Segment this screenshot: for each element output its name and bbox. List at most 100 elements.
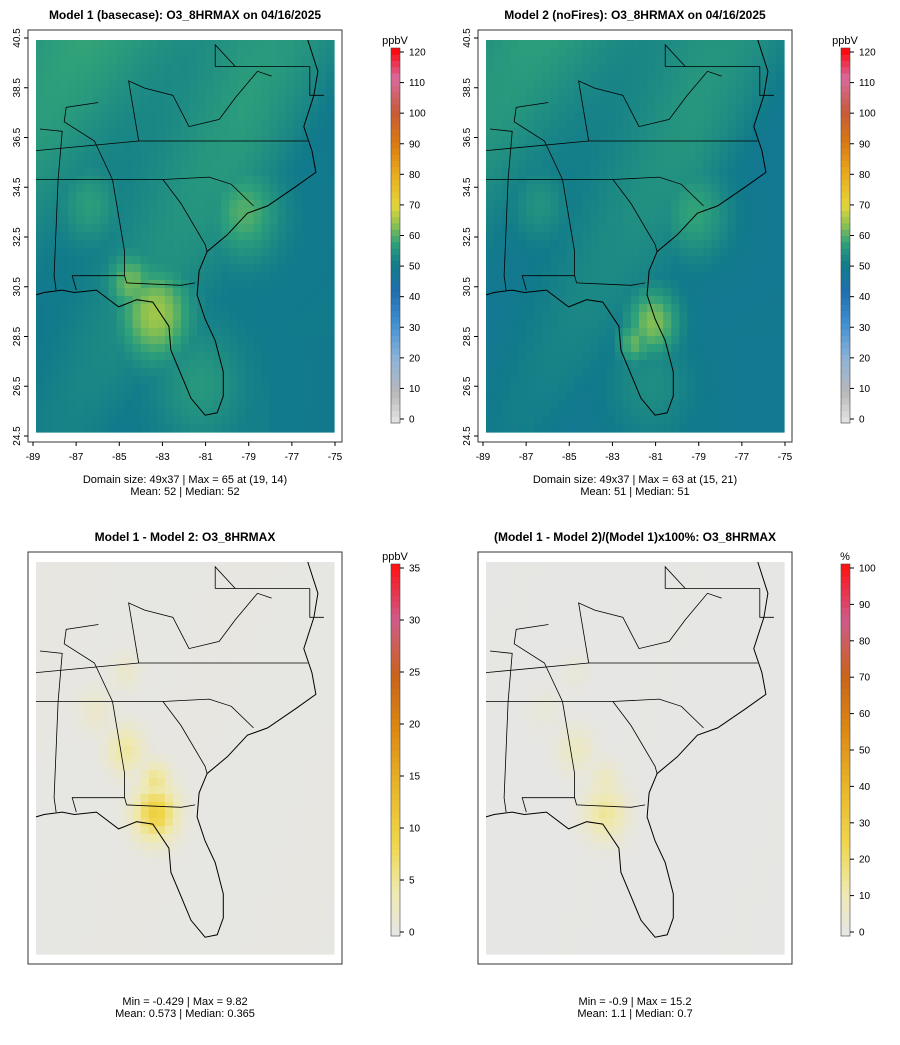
heatmap-cell [277, 570, 287, 579]
heatmap-cell [116, 392, 126, 401]
heatmap-cell [245, 136, 255, 145]
heatmap-cell [132, 738, 142, 747]
heatmap-cell [205, 264, 214, 273]
heatmap-cell [711, 104, 721, 113]
heatmap-cell [494, 96, 503, 105]
heatmap-cell [156, 216, 166, 225]
heatmap-cell [253, 698, 263, 707]
heatmap-cell [156, 746, 166, 755]
heatmap-cell [550, 56, 560, 65]
heatmap-cell [735, 136, 745, 145]
heatmap-cell [639, 280, 648, 289]
heatmap-cell [510, 168, 519, 177]
heatmap-cell [703, 152, 713, 161]
heatmap-cell [124, 698, 134, 707]
heatmap-cell [140, 184, 150, 193]
heatmap-cell [269, 586, 279, 595]
heatmap-cell [494, 224, 503, 233]
heatmap-cell [590, 336, 600, 345]
heatmap-cell [197, 746, 206, 755]
heatmap-cell [60, 248, 69, 257]
heatmap-cell [309, 128, 319, 137]
heatmap-cell [245, 570, 255, 579]
heatmap-cell [92, 360, 102, 369]
heatmap-cell [269, 328, 279, 337]
heatmap-cell [598, 136, 608, 145]
heatmap-cell [566, 80, 576, 89]
heatmap-cell [213, 762, 222, 771]
heatmap-cell [518, 400, 527, 409]
heatmap-cell [108, 336, 118, 345]
heatmap-cell [711, 152, 721, 161]
heatmap-cell [44, 658, 53, 667]
heatmap-cell [590, 144, 600, 153]
heatmap-cell [614, 312, 624, 321]
heatmap-cell [534, 400, 543, 409]
heatmap-cell [285, 610, 295, 619]
heatmap-cell [92, 368, 102, 377]
heatmap-cell [743, 104, 753, 113]
heatmap-cell [221, 320, 230, 329]
heatmap-cell [156, 144, 166, 153]
x-tick-label: -83 [155, 452, 170, 463]
heatmap-cell [189, 730, 198, 739]
heatmap-cell [221, 240, 230, 249]
heatmap-cell [261, 152, 271, 161]
heatmap-cell [301, 610, 311, 619]
heatmap-cell [229, 754, 238, 763]
heatmap-cell [180, 714, 190, 723]
heatmap-cell [76, 208, 85, 217]
state-border-line [513, 102, 563, 180]
y-tick-label: 38.5 [462, 78, 473, 98]
heatmap-cell [172, 288, 182, 297]
heatmap-cell [606, 144, 616, 153]
heatmap-cell [189, 778, 198, 787]
heatmap-cell [132, 320, 142, 329]
heatmap-cell [245, 168, 255, 177]
heatmap-cell [687, 368, 696, 377]
heatmap-cell [92, 610, 102, 619]
heatmap-cell [237, 168, 246, 177]
heatmap-cell [197, 408, 206, 417]
heatmap-cell [44, 746, 53, 755]
heatmap-cell [679, 248, 688, 257]
heatmap-cell [606, 224, 616, 233]
colorbar-segment [391, 216, 400, 224]
heatmap-cell [221, 264, 230, 273]
heatmap-cell [189, 144, 198, 153]
heatmap-cell [52, 650, 61, 659]
heatmap-cell [132, 714, 142, 723]
heatmap-cell [205, 376, 214, 385]
heatmap-cell [221, 336, 230, 345]
heatmap-cell [205, 602, 214, 611]
heatmap-cell [317, 578, 327, 587]
heatmap-cell [68, 296, 77, 305]
heatmap-cell [172, 48, 182, 57]
heatmap-cell [60, 778, 69, 787]
heatmap-cell [502, 424, 511, 433]
heatmap-cell [309, 384, 319, 393]
heatmap-cell [180, 272, 190, 281]
heatmap-cell [140, 40, 150, 49]
heatmap-cell [663, 120, 672, 129]
heatmap-cell [189, 610, 198, 619]
heatmap-cell [598, 96, 608, 105]
heatmap-cell [558, 208, 568, 217]
heatmap-cell [566, 256, 576, 265]
heatmap-cell [60, 770, 69, 779]
heatmap-cell [751, 200, 761, 209]
colorbar-segment [841, 410, 850, 418]
heatmap-cell [84, 64, 93, 73]
heatmap-cell [518, 376, 527, 385]
heatmap-cell [574, 392, 584, 401]
heatmap-cell [140, 80, 150, 89]
heatmap-cell [655, 168, 664, 177]
heatmap-cell [100, 256, 110, 265]
heatmap-cell [180, 770, 190, 779]
heatmap-cell [116, 594, 126, 603]
heatmap-cell [534, 280, 543, 289]
heatmap-cell [293, 594, 303, 603]
heatmap-cell [614, 96, 624, 105]
colorbar-tick-label: 40 [859, 292, 871, 303]
heatmap-cell [510, 72, 519, 81]
